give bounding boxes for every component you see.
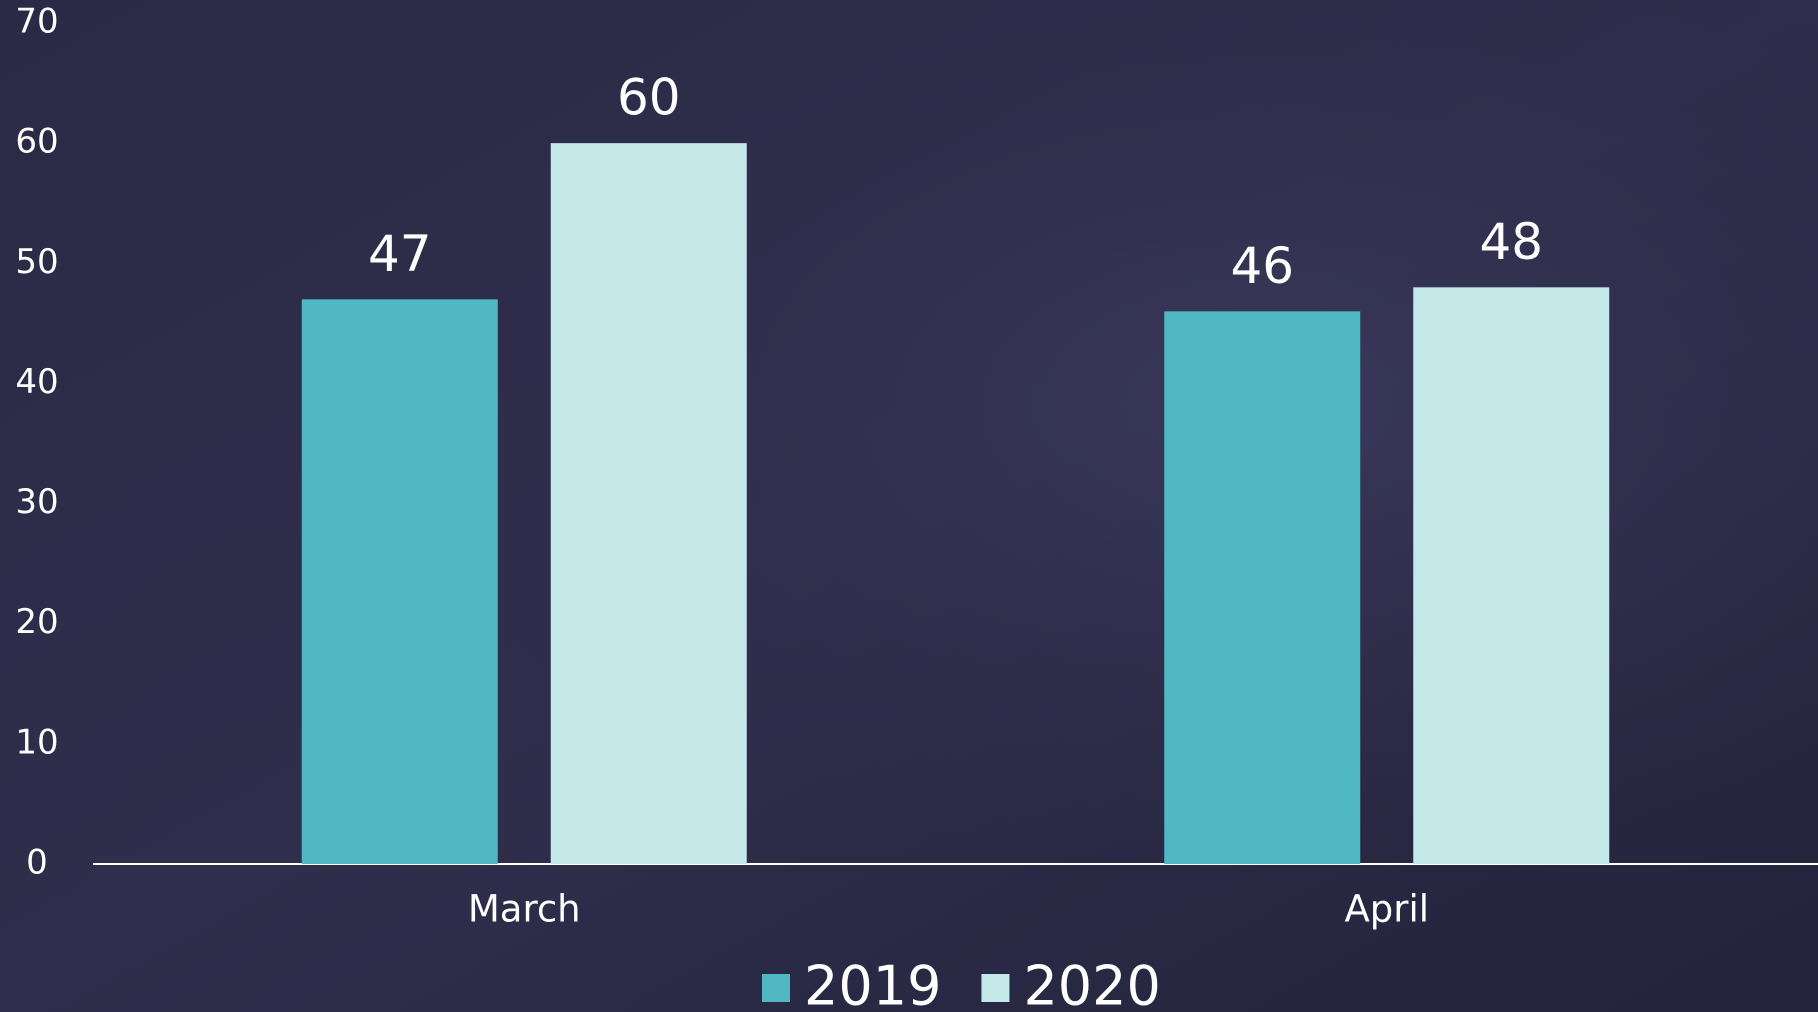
y-tick-label: 40 [15,362,58,402]
y-tick-label: 10 [15,722,58,762]
data-label: 46 [1230,237,1294,295]
legend-label: 2020 [1023,955,1160,1012]
legend-swatch [981,974,1009,1002]
y-tick-label: 30 [15,482,58,522]
chart: 0 10 20 30 40 50 60 70 March 47 60 April 46 48 2019 202… [0,0,1818,1012]
legend-swatch [762,974,790,1002]
data-label: 48 [1479,213,1543,271]
bar [1164,311,1360,864]
bar [1413,287,1609,864]
data-label: 60 [617,69,681,127]
legend-label: 2019 [804,955,941,1012]
x-tick-label: March [468,888,581,931]
bar [551,143,747,864]
y-tick-label: 20 [15,602,58,642]
x-tick-label: April [1344,888,1429,931]
bar [302,299,498,864]
page: {"chart_data": {"type": "bar", "categori… [0,0,1818,1012]
y-tick-label: 50 [15,242,58,282]
data-label: 47 [368,225,432,283]
y-tick-label: 60 [15,122,58,162]
y-tick-label: 0 [26,843,48,883]
y-tick-label: 70 [15,2,58,42]
